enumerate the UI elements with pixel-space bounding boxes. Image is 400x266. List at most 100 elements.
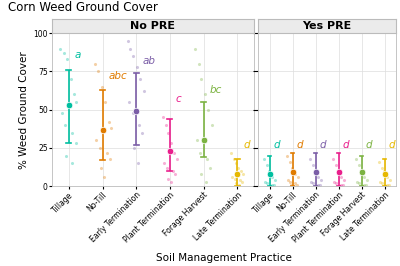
Point (173, 156, 180, 161)
Point (363, 178, 370, 182)
Point (335, 170, 342, 174)
Point (197, 151, 203, 155)
Point (63, 153, 69, 158)
Point (103, 151, 110, 155)
Point (340, 183, 346, 188)
Point (230, 156, 237, 161)
Text: d: d (343, 140, 349, 150)
Point (126, 100, 133, 104)
Point (360, 182, 367, 187)
Point (168, 141, 174, 146)
Point (235, 166, 241, 170)
Point (379, 181, 386, 185)
Point (358, 170, 365, 174)
Point (99, 127, 106, 132)
Point (57, 47, 64, 51)
Point (133, 109, 139, 113)
Point (382, 184, 389, 188)
Point (308, 180, 314, 184)
Text: Yes PRE: Yes PRE (302, 21, 352, 31)
Point (330, 156, 337, 161)
Point (288, 183, 294, 188)
Point (236, 178, 243, 182)
Point (357, 184, 364, 188)
Point (131, 146, 137, 150)
Text: a: a (75, 50, 81, 60)
Point (68, 161, 75, 165)
Point (382, 172, 389, 176)
Point (262, 180, 268, 184)
Point (198, 77, 205, 81)
Text: d: d (297, 140, 303, 150)
Point (380, 169, 387, 173)
Point (285, 178, 292, 182)
Point (164, 166, 170, 170)
Point (66, 103, 72, 107)
Point (165, 176, 172, 181)
Point (196, 62, 202, 66)
Text: d: d (243, 140, 250, 150)
Point (384, 175, 390, 179)
Point (228, 151, 234, 155)
Point (237, 169, 244, 173)
Point (72, 141, 79, 146)
Text: Corn Weed Ground Cover: Corn Weed Ground Cover (8, 1, 158, 14)
Point (67, 77, 74, 81)
Point (354, 180, 360, 184)
Point (267, 172, 274, 176)
Point (338, 175, 344, 179)
Text: Soil Management Practice: Soil Management Practice (156, 253, 292, 263)
Point (233, 161, 239, 165)
Point (168, 180, 174, 184)
Point (271, 178, 278, 182)
Point (130, 54, 137, 58)
Point (288, 166, 295, 170)
Point (269, 175, 276, 179)
Point (192, 47, 199, 51)
Point (312, 170, 319, 174)
Point (139, 131, 146, 135)
Point (136, 123, 142, 127)
Point (336, 184, 343, 188)
Point (316, 183, 323, 188)
Point (98, 166, 104, 170)
Point (127, 47, 133, 51)
Point (311, 169, 318, 173)
Point (200, 138, 207, 143)
Point (310, 181, 317, 185)
Text: abc: abc (108, 71, 127, 81)
Point (336, 172, 343, 176)
Point (377, 180, 384, 184)
Point (206, 166, 213, 170)
Point (376, 160, 383, 164)
Point (194, 138, 201, 143)
Point (362, 183, 369, 188)
Point (108, 126, 114, 130)
Point (202, 92, 208, 97)
Point (169, 169, 176, 173)
Point (234, 172, 240, 176)
Point (378, 166, 385, 170)
Point (290, 169, 297, 173)
Point (167, 149, 173, 153)
Point (239, 180, 245, 184)
Text: d: d (389, 140, 395, 150)
Point (102, 100, 108, 104)
Point (381, 172, 388, 176)
Point (287, 180, 294, 184)
Point (135, 161, 141, 165)
Text: c: c (176, 94, 182, 104)
Point (268, 184, 274, 188)
Point (331, 180, 338, 184)
Point (101, 175, 107, 179)
Point (356, 163, 362, 167)
Point (317, 178, 324, 182)
Point (284, 153, 291, 158)
Text: bc: bc (210, 85, 222, 95)
Point (332, 163, 339, 167)
Point (205, 108, 212, 112)
Point (165, 131, 172, 135)
Point (307, 156, 314, 161)
Point (202, 180, 209, 184)
Point (289, 170, 296, 174)
